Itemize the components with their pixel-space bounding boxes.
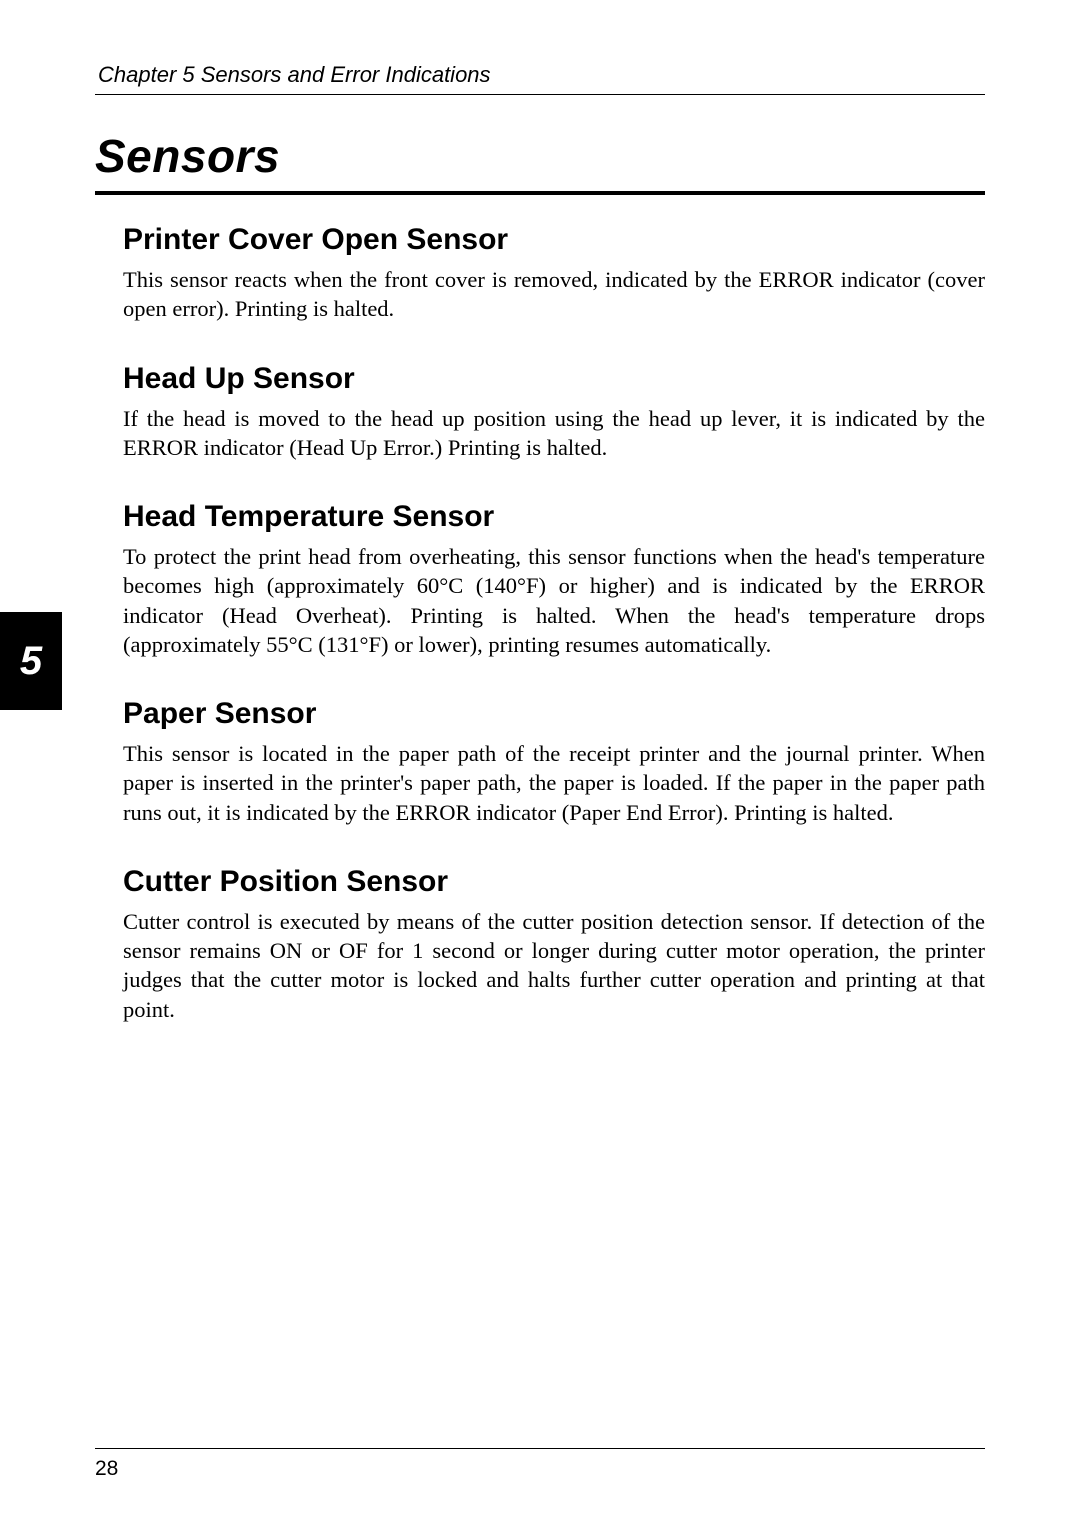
- section-body-paper: This sensor is located in the paper path…: [123, 739, 985, 827]
- page: Chapter 5 Sensors and Error Indications …: [0, 0, 1080, 1533]
- section-heading-printer-cover-open: Printer Cover Open Sensor: [123, 223, 985, 257]
- page-title: Sensors: [95, 129, 985, 183]
- section-body-head-temperature: To protect the print head from overheati…: [123, 542, 985, 659]
- footer-rule: [95, 1448, 985, 1449]
- section-body-cutter-position: Cutter control is executed by means of t…: [123, 907, 985, 1024]
- section-heading-paper: Paper Sensor: [123, 697, 985, 731]
- section-body-printer-cover-open: This sensor reacts when the front cover …: [123, 265, 985, 324]
- section-heading-head-temperature: Head Temperature Sensor: [123, 500, 985, 534]
- running-header: Chapter 5 Sensors and Error Indications: [98, 62, 985, 88]
- section-heading-head-up: Head Up Sensor: [123, 362, 985, 396]
- section-body-head-up: If the head is moved to the head up posi…: [123, 404, 985, 463]
- header-rule: [95, 94, 985, 95]
- chapter-tab: 5: [0, 612, 62, 710]
- title-rule: [95, 191, 985, 195]
- content: Printer Cover Open Sensor This sensor re…: [95, 223, 985, 1024]
- section-heading-cutter-position: Cutter Position Sensor: [123, 865, 985, 899]
- page-number: 28: [95, 1457, 118, 1481]
